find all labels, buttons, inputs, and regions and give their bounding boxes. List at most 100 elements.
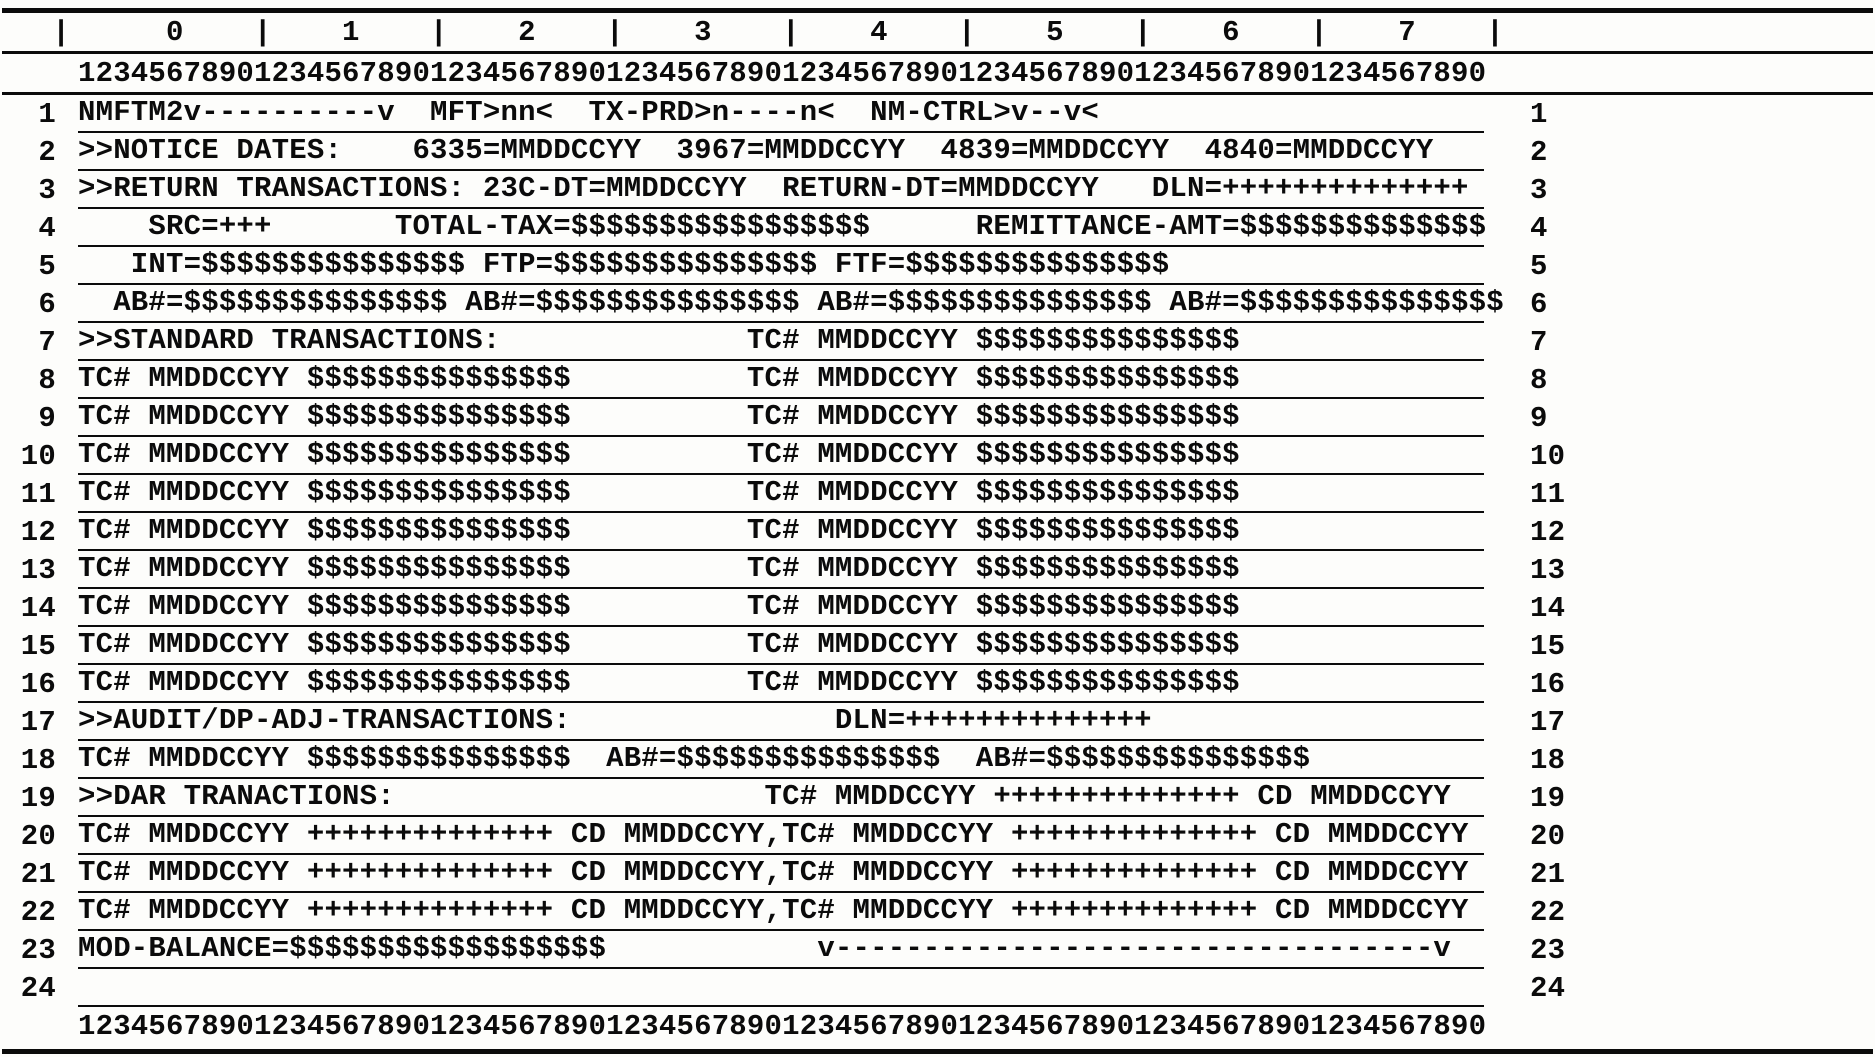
grid-row: 7 >>STANDARD TRANSACTIONS: TC# MMDDCCYY … xyxy=(0,323,1875,361)
row-number-left: 8 xyxy=(38,364,56,397)
row-text: >>AUDIT/DP-ADJ-TRANSACTIONS: DLN=+++++++… xyxy=(78,704,1152,737)
row-number-right: 22 xyxy=(1530,896,1566,929)
row-number-right: 6 xyxy=(1530,288,1548,321)
row-number-right: 24 xyxy=(1530,972,1566,1005)
row-text: >>RETURN TRANSACTIONS: 23C-DT=MMDDCCYY R… xyxy=(78,172,1469,205)
top-ruler-row: 1234567890123456789012345678901234567890… xyxy=(0,54,1875,92)
row-text: SRC=+++ TOTAL-TAX=$$$$$$$$$$$$$$$$$ REMI… xyxy=(78,210,1487,243)
row-number-left: 17 xyxy=(20,706,56,739)
row-number-left: 9 xyxy=(38,402,56,435)
grid-row: 17 >>AUDIT/DP-ADJ-TRANSACTIONS: DLN=++++… xyxy=(0,703,1875,741)
row-number-left: 22 xyxy=(20,896,56,929)
row-number-right: 23 xyxy=(1530,934,1566,967)
top-ruler-cell: 1234567890123456789012345678901234567890… xyxy=(78,56,1487,92)
column-ruler-digits-bottom: 1234567890123456789012345678901234567890… xyxy=(78,1010,1487,1043)
row-number-left: 23 xyxy=(20,934,56,967)
row-text: TC# MMDDCCYY $$$$$$$$$$$$$$$ TC# MMDDCCY… xyxy=(78,666,1240,699)
column-ruler-tens-cell: 0 | 1 | 2 | 3 | 4 | 5 | 6 | 7 | xyxy=(78,15,1504,51)
row-number-left: 7 xyxy=(38,326,56,359)
row-number-right: 1 xyxy=(1530,98,1548,131)
top-border-line xyxy=(2,8,1873,13)
grid-row: 24 24 xyxy=(0,969,1875,1007)
row-number-left: 3 xyxy=(38,174,56,207)
grid-row: 2 >>NOTICE DATES: 6335=MMDDCCYY 3967=MMD… xyxy=(0,133,1875,171)
row-number-right: 15 xyxy=(1530,630,1566,663)
row-text: TC# MMDDCCYY $$$$$$$$$$$$$$$ TC# MMDDCCY… xyxy=(78,552,1240,585)
grid-row: 15 TC# MMDDCCYY $$$$$$$$$$$$$$$ TC# MMDD… xyxy=(0,627,1875,665)
row-number-right: 11 xyxy=(1530,478,1566,511)
row-text: TC# MMDDCCYY $$$$$$$$$$$$$$$ TC# MMDDCCY… xyxy=(78,362,1240,395)
row-number-right: 7 xyxy=(1530,326,1548,359)
row-number-right: 16 xyxy=(1530,668,1566,701)
grid-row: 1 NMFTM2v----------v MFT>nn< TX-PRD>n---… xyxy=(0,95,1875,133)
row-text: TC# MMDDCCYY $$$$$$$$$$$$$$$ TC# MMDDCCY… xyxy=(78,590,1240,623)
bottom-ruler-row: 1234567890123456789012345678901234567890… xyxy=(0,1007,1875,1047)
top-margin xyxy=(0,0,1875,8)
row-text: TC# MMDDCCYY $$$$$$$$$$$$$$$ TC# MMDDCCY… xyxy=(78,628,1240,661)
row-text: MOD-BALANCE=$$$$$$$$$$$$$$$$$$ v--------… xyxy=(78,932,1452,965)
grid-row: 4 SRC=+++ TOTAL-TAX=$$$$$$$$$$$$$$$$$ RE… xyxy=(0,209,1875,247)
bottom-ruler-cell: 1234567890123456789012345678901234567890… xyxy=(78,1009,1487,1045)
row-number-left: 19 xyxy=(20,782,56,815)
grid-row: 5 INT=$$$$$$$$$$$$$$$ FTP=$$$$$$$$$$$$$$… xyxy=(0,247,1875,285)
row-text: TC# MMDDCCYY $$$$$$$$$$$$$$$ AB#=$$$$$$$… xyxy=(78,742,1311,775)
row-number-left: 1 xyxy=(38,98,56,131)
column-header-row: | 0 | 1 | 2 | 3 | 4 | 5 | 6 | 7 | xyxy=(0,13,1875,51)
row-number-right: 13 xyxy=(1530,554,1566,587)
row-number-left: 10 xyxy=(20,440,56,473)
row-number-right: 18 xyxy=(1530,744,1566,777)
row-number-right: 4 xyxy=(1530,212,1548,245)
grid-row: 9 TC# MMDDCCYY $$$$$$$$$$$$$$$ TC# MMDDC… xyxy=(0,399,1875,437)
grid-row: 16 TC# MMDDCCYY $$$$$$$$$$$$$$$ TC# MMDD… xyxy=(0,665,1875,703)
row-text: TC# MMDDCCYY $$$$$$$$$$$$$$$ TC# MMDDCCY… xyxy=(78,400,1240,433)
grid-rows: 1 NMFTM2v----------v MFT>nn< TX-PRD>n---… xyxy=(0,95,1875,1007)
row-number-right: 3 xyxy=(1530,174,1548,207)
grid-row: 3 >>RETURN TRANSACTIONS: 23C-DT=MMDDCCYY… xyxy=(0,171,1875,209)
grid-row: 23 MOD-BALANCE=$$$$$$$$$$$$$$$$$$ v-----… xyxy=(0,931,1875,969)
row-text: TC# MMDDCCYY ++++++++++++++ CD MMDDCCYY,… xyxy=(78,856,1469,889)
row-text: TC# MMDDCCYY $$$$$$$$$$$$$$$ TC# MMDDCCY… xyxy=(78,476,1240,509)
row-number-left: 24 xyxy=(20,972,56,1005)
row-number-right: 17 xyxy=(1530,706,1566,739)
row-text: NMFTM2v----------v MFT>nn< TX-PRD>n----n… xyxy=(78,96,1099,129)
row-number-left: 18 xyxy=(20,744,56,777)
grid-row: 22 TC# MMDDCCYY ++++++++++++++ CD MMDDCC… xyxy=(0,893,1875,931)
tens-leading-bar: | xyxy=(52,16,70,49)
grid-row: 11 TC# MMDDCCYY $$$$$$$$$$$$$$$ TC# MMDD… xyxy=(0,475,1875,513)
row-number-left: 15 xyxy=(20,630,56,663)
bottom-border-line xyxy=(2,1049,1873,1054)
row-number-left: 2 xyxy=(38,136,56,169)
row-number-right: 5 xyxy=(1530,250,1548,283)
grid-row: 20 TC# MMDDCCYY ++++++++++++++ CD MMDDCC… xyxy=(0,817,1875,855)
header-separator-line-2 xyxy=(2,92,1873,95)
row-text: TC# MMDDCCYY ++++++++++++++ CD MMDDCCYY,… xyxy=(78,818,1469,851)
row-number-left: 13 xyxy=(20,554,56,587)
row-text: >>NOTICE DATES: 6335=MMDDCCYY 3967=MMDDC… xyxy=(78,134,1434,167)
row-number-left: 6 xyxy=(38,288,56,321)
row-text: >>STANDARD TRANSACTIONS: TC# MMDDCCYY $$… xyxy=(78,324,1240,357)
row-number-left: 4 xyxy=(38,212,56,245)
row-number-left: 14 xyxy=(20,592,56,625)
grid-row: 14 TC# MMDDCCYY $$$$$$$$$$$$$$$ TC# MMDD… xyxy=(0,589,1875,627)
row-text: INT=$$$$$$$$$$$$$$$ FTP=$$$$$$$$$$$$$$$ … xyxy=(78,248,1170,281)
row-text: TC# MMDDCCYY $$$$$$$$$$$$$$$ TC# MMDDCCY… xyxy=(78,514,1240,547)
row-number-right: 21 xyxy=(1530,858,1566,891)
row-number-right: 14 xyxy=(1530,592,1566,625)
column-ruler-digits-top: 1234567890123456789012345678901234567890… xyxy=(78,57,1487,90)
row-number-left: 11 xyxy=(20,478,56,511)
row-number-right: 12 xyxy=(1530,516,1566,549)
grid-row: 12 TC# MMDDCCYY $$$$$$$$$$$$$$$ TC# MMDD… xyxy=(0,513,1875,551)
row-number-left: 21 xyxy=(20,858,56,891)
grid-row: 21 TC# MMDDCCYY ++++++++++++++ CD MMDDCC… xyxy=(0,855,1875,893)
row-number-left: 5 xyxy=(38,250,56,283)
row-number-left: 20 xyxy=(20,820,56,853)
row-number-right: 8 xyxy=(1530,364,1548,397)
row-number-right: 19 xyxy=(1530,782,1566,815)
grid-row: 6 AB#=$$$$$$$$$$$$$$$ AB#=$$$$$$$$$$$$$$… xyxy=(0,285,1875,323)
grid-row: 10 TC# MMDDCCYY $$$$$$$$$$$$$$$ TC# MMDD… xyxy=(0,437,1875,475)
row-text: >>DAR TRANACTIONS: TC# MMDDCCYY ++++++++… xyxy=(78,780,1452,813)
grid-row: 19 >>DAR TRANACTIONS: TC# MMDDCCYY +++++… xyxy=(0,779,1875,817)
row-number-right: 10 xyxy=(1530,440,1566,473)
row-number-right: 20 xyxy=(1530,820,1566,853)
